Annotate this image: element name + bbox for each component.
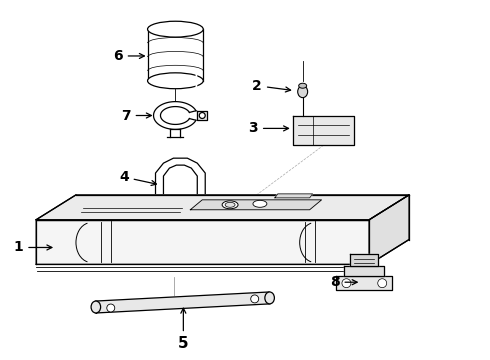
Text: 6: 6 — [113, 49, 145, 63]
Polygon shape — [369, 195, 409, 264]
Ellipse shape — [225, 202, 235, 207]
Text: 7: 7 — [121, 108, 151, 122]
Polygon shape — [344, 266, 384, 276]
Circle shape — [378, 279, 387, 288]
Ellipse shape — [147, 21, 203, 37]
Circle shape — [251, 295, 259, 303]
Text: 2: 2 — [252, 79, 291, 93]
Polygon shape — [36, 220, 369, 264]
Ellipse shape — [91, 301, 100, 313]
Text: 1: 1 — [14, 240, 52, 255]
Ellipse shape — [299, 83, 307, 88]
Ellipse shape — [222, 201, 238, 209]
Ellipse shape — [253, 201, 267, 207]
Circle shape — [199, 113, 205, 118]
Polygon shape — [350, 255, 378, 266]
Ellipse shape — [298, 86, 308, 98]
Polygon shape — [197, 111, 207, 121]
Text: 3: 3 — [248, 121, 289, 135]
Polygon shape — [190, 200, 321, 210]
Circle shape — [107, 304, 115, 312]
Ellipse shape — [147, 73, 203, 89]
Polygon shape — [337, 276, 392, 290]
Text: 4: 4 — [119, 170, 156, 185]
Polygon shape — [275, 194, 313, 198]
Text: 5: 5 — [178, 308, 189, 351]
Polygon shape — [96, 292, 270, 313]
Text: 8: 8 — [330, 275, 357, 289]
Polygon shape — [36, 195, 409, 220]
Ellipse shape — [265, 292, 274, 304]
Polygon shape — [293, 116, 354, 145]
Circle shape — [342, 279, 351, 288]
